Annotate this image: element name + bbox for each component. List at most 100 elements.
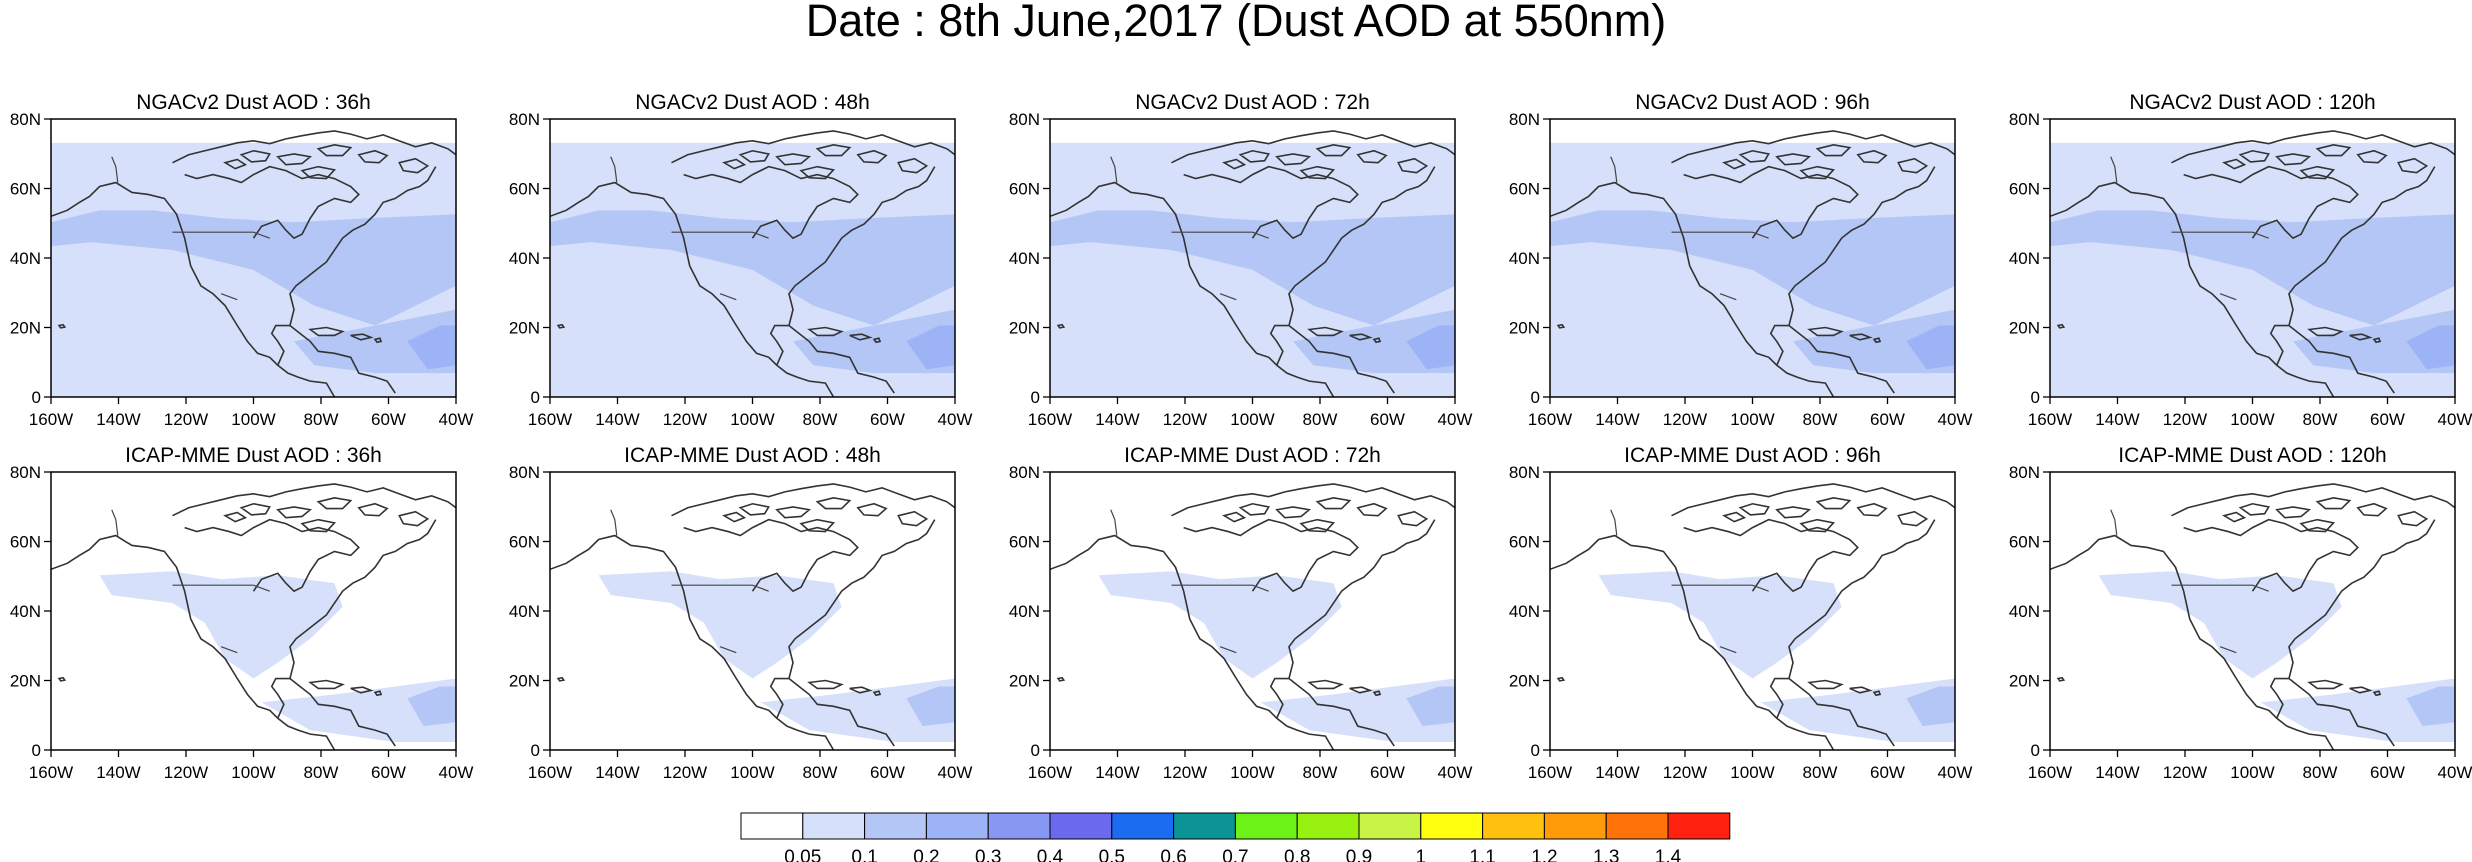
lon-tick-label: 120W	[1663, 410, 1707, 429]
dust-aod-area	[1050, 210, 1455, 326]
lon-tick-label: 160W	[1528, 410, 1572, 429]
dust-aod-area	[1406, 686, 1455, 727]
lon-tick-label: 40W	[1938, 410, 1973, 429]
lat-tick-label: 80N	[10, 463, 41, 482]
lon-tick-label: 40W	[1438, 763, 1473, 782]
lon-tick-label: 60W	[870, 763, 905, 782]
lon-tick-label: 100W	[1730, 763, 1774, 782]
lon-tick-label: 160W	[528, 763, 572, 782]
lon-tick-label: 160W	[2028, 410, 2072, 429]
lon-tick-label: 140W	[595, 763, 639, 782]
dust-aod-area	[1906, 325, 1955, 370]
colorbar-label: 0.5	[1099, 847, 1125, 862]
lon-tick-label: 40W	[938, 410, 973, 429]
map-panel: NGACv2 Dust AOD : 36h 160W 140W 120W 100W 80W…	[10, 91, 474, 429]
map-panel: ICAP-MME Dust AOD : 72h 160W 140W 120W 100W 8…	[1009, 444, 1473, 782]
colorbar-swatch	[1049, 812, 1113, 840]
lat-tick-label: 40N	[509, 249, 540, 268]
lon-tick-label: 160W	[29, 763, 73, 782]
lat-tick-label: 20N	[509, 672, 540, 691]
dust-aod-area	[407, 686, 456, 727]
colorbar-swatch	[1234, 812, 1298, 840]
colorbar-swatch	[1111, 812, 1175, 840]
lon-tick-label: 60W	[2370, 763, 2405, 782]
lat-tick-label: 20N	[1509, 319, 1540, 338]
map-panel: ICAP-MME Dust AOD : 120h 160W 140W 120W 100W…	[2009, 444, 2472, 782]
lon-tick-label: 100W	[730, 410, 774, 429]
lat-tick-label: 20N	[509, 319, 540, 338]
dust-aod-area	[906, 686, 955, 727]
lat-tick-label: 60N	[2009, 180, 2040, 199]
lat-tick-label: 0	[2031, 741, 2040, 760]
colorbar-label: 0.6	[1160, 847, 1186, 862]
lon-tick-label: 40W	[938, 763, 973, 782]
colorbar-label: 0.4	[1037, 847, 1064, 862]
map-panel: NGACv2 Dust AOD : 72h 160W 140W 120W 100W 80W…	[1009, 91, 1473, 429]
lon-tick-label: 80W	[1803, 763, 1838, 782]
colorbar-label: 0.2	[913, 847, 939, 862]
lon-tick-label: 60W	[1370, 763, 1405, 782]
colorbar-legend: 0.05 0.1 0.2 0.3 0.4 0.5 0.6 0.7 0.8 0.9 1 1.1 1.2 1.…	[740, 812, 1731, 862]
lat-tick-label: 40N	[1509, 249, 1540, 268]
lon-tick-label: 160W	[29, 410, 73, 429]
panel-title: NGACv2 Dust AOD : 36h	[136, 91, 371, 114]
lon-tick-label: 140W	[96, 410, 140, 429]
colorbar-swatch	[1605, 812, 1669, 840]
lon-tick-label: 80W	[1303, 410, 1338, 429]
lon-tick-label: 160W	[1028, 763, 1072, 782]
dust-aod-area	[760, 678, 955, 743]
lon-tick-label: 140W	[1595, 763, 1639, 782]
lon-tick-label: 120W	[663, 763, 707, 782]
lat-tick-label: 80N	[10, 110, 41, 129]
lon-tick-label: 100W	[2230, 410, 2274, 429]
colorbar-swatch	[987, 812, 1051, 840]
lon-tick-label: 80W	[304, 763, 339, 782]
dust-aod-area	[1550, 210, 1955, 326]
lat-tick-label: 20N	[2009, 319, 2040, 338]
lon-tick-label: 120W	[164, 763, 208, 782]
lon-tick-label: 100W	[231, 410, 275, 429]
panel-title: NGACv2 Dust AOD : 48h	[635, 91, 870, 114]
lon-tick-label: 140W	[1095, 410, 1139, 429]
lat-tick-label: 20N	[10, 672, 41, 691]
colorbar-label: 1.2	[1531, 847, 1557, 862]
lat-tick-label: 20N	[10, 319, 41, 338]
lon-tick-label: 40W	[2438, 410, 2472, 429]
lat-tick-label: 80N	[509, 463, 540, 482]
lon-tick-label: 40W	[1938, 763, 1973, 782]
lat-tick-label: 80N	[1509, 463, 1540, 482]
lon-tick-label: 100W	[1730, 410, 1774, 429]
colorbar-swatch	[1173, 812, 1236, 840]
lat-tick-label: 0	[32, 388, 41, 407]
lat-tick-label: 80N	[1509, 110, 1540, 129]
dust-aod-area	[1793, 309, 1955, 374]
colorbar-swatch	[1482, 812, 1545, 840]
lat-tick-label: 40N	[1009, 602, 1040, 621]
map-panel: NGACv2 Dust AOD : 120h 160W 140W 120W 100W 80…	[2009, 91, 2472, 429]
lon-tick-label: 140W	[96, 763, 140, 782]
lat-tick-label: 60N	[1009, 533, 1040, 552]
dust-aod-area	[407, 325, 456, 370]
lat-tick-label: 40N	[1509, 602, 1540, 621]
lat-tick-label: 40N	[1009, 249, 1040, 268]
lat-tick-label: 0	[2031, 388, 2040, 407]
lon-tick-label: 40W	[2438, 763, 2472, 782]
lat-tick-label: 0	[1531, 741, 1540, 760]
lat-tick-label: 60N	[1509, 533, 1540, 552]
lon-tick-label: 100W	[1230, 410, 1274, 429]
lon-tick-label: 160W	[528, 410, 572, 429]
map-panel: ICAP-MME Dust AOD : 36h 160W 140W 120W 100W 8…	[10, 444, 474, 782]
colorbar-swatch	[1543, 812, 1607, 840]
dust-aod-area	[1098, 571, 1342, 679]
lon-tick-label: 100W	[2230, 763, 2274, 782]
colorbar-label: 1.4	[1655, 847, 1682, 862]
colorbar-swatch	[864, 812, 927, 840]
lon-tick-label: 80W	[304, 410, 339, 429]
colorbar-label: 0.3	[975, 847, 1001, 862]
lat-tick-label: 40N	[509, 602, 540, 621]
map-panel: ICAP-MME Dust AOD : 48h 160W 140W 120W 100W 8…	[509, 444, 973, 782]
lon-tick-label: 80W	[1803, 410, 1838, 429]
lat-tick-label: 0	[1031, 388, 1040, 407]
lat-tick-label: 60N	[1009, 180, 1040, 199]
dust-aod-area	[99, 571, 343, 679]
